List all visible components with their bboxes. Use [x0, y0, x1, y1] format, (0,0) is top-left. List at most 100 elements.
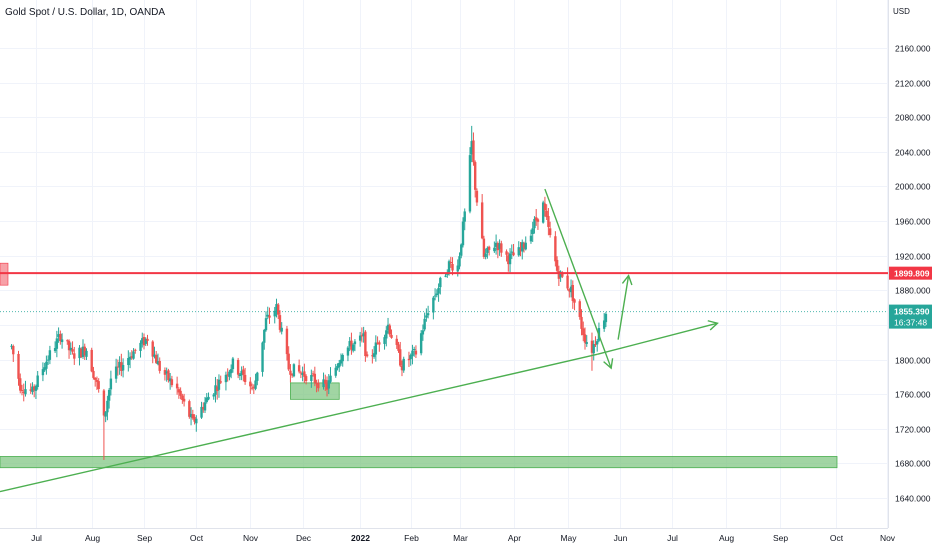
candle-body	[289, 370, 292, 375]
candle-body	[104, 412, 107, 417]
candle-body	[411, 350, 414, 356]
candle-body	[385, 330, 388, 339]
candle-body	[311, 373, 315, 375]
candle-body	[12, 346, 15, 355]
candle-body	[120, 362, 123, 371]
candle-body	[458, 256, 461, 267]
candle-body	[32, 386, 36, 391]
candle-body	[315, 383, 318, 385]
candle-body	[590, 340, 594, 353]
candle-body	[34, 386, 38, 391]
candle-body	[505, 251, 508, 255]
candle-body	[480, 202, 484, 239]
candle-body	[402, 358, 405, 371]
candle-body	[496, 243, 500, 251]
candle-body	[41, 369, 45, 376]
time-tick-label: Sep	[773, 533, 788, 543]
candle-body	[81, 346, 85, 357]
candle-body	[365, 354, 369, 357]
time-tick-label: Sep	[137, 533, 152, 543]
candle-body	[163, 370, 167, 375]
candle-body	[449, 261, 452, 264]
candle-body	[376, 342, 379, 344]
candle-body	[468, 155, 472, 212]
candle-body	[285, 328, 289, 355]
candle-body	[90, 349, 93, 372]
candle-body	[78, 347, 81, 359]
candle-body	[200, 406, 203, 418]
candle-body	[252, 386, 256, 388]
candle-body	[299, 372, 303, 374]
candle-body	[374, 342, 378, 355]
candle-body	[463, 211, 466, 222]
rising-trendline	[0, 353, 598, 493]
candle-body	[473, 162, 477, 190]
candle-body	[304, 376, 308, 381]
candle-body	[109, 378, 113, 390]
candle-body	[510, 251, 513, 253]
candle-body	[397, 344, 400, 351]
candle-body	[358, 335, 362, 341]
candle-body	[446, 273, 449, 275]
candle-body	[493, 247, 496, 252]
price-tick-label: 1680.000	[895, 459, 931, 469]
candle-body	[364, 331, 367, 357]
candle-body	[426, 313, 430, 316]
candle-body	[19, 378, 22, 391]
candle-body	[273, 310, 276, 317]
candle-body	[240, 370, 243, 376]
candle-body	[423, 318, 426, 330]
candle-body	[116, 366, 120, 368]
candle-body	[66, 340, 69, 342]
candle-body	[268, 315, 271, 318]
candle-body	[522, 243, 526, 248]
candle-body	[583, 334, 587, 343]
time-tick-label: 2022	[351, 533, 370, 543]
candle-body	[80, 348, 83, 358]
candle-body	[500, 243, 503, 253]
candle-body	[433, 295, 437, 297]
candle-body	[53, 348, 57, 352]
candle-body	[254, 380, 257, 389]
candle-body	[470, 141, 473, 155]
candle-body	[212, 394, 215, 397]
candle-body	[29, 389, 32, 391]
candle-body	[317, 382, 320, 389]
candle-body	[249, 381, 252, 387]
candle-body	[303, 371, 306, 377]
candle-body	[156, 361, 160, 365]
candle-body	[43, 367, 46, 371]
candle-body	[189, 413, 193, 418]
candle-body	[571, 285, 574, 302]
candle-body	[45, 361, 48, 369]
time-tick-label: Jul	[31, 533, 42, 543]
candle-body	[205, 397, 208, 402]
annotation-zones	[0, 262, 838, 469]
candle-body	[548, 228, 552, 236]
candle-body	[168, 378, 172, 382]
price-tick-label: 1880.000	[895, 286, 931, 296]
candle-body	[97, 381, 100, 390]
candle-body	[250, 387, 254, 389]
candle-body	[73, 353, 76, 359]
price-tick-label: 2080.000	[895, 113, 931, 123]
candle-body	[264, 318, 268, 331]
candle-body	[202, 407, 205, 410]
candle-body	[327, 380, 330, 389]
candle-body	[224, 374, 228, 383]
candle-body	[144, 338, 147, 344]
candle-body	[602, 320, 606, 329]
candle-body	[261, 342, 264, 372]
candle-body	[594, 344, 597, 346]
candle-body	[71, 349, 74, 352]
axes: USD	[0, 0, 910, 529]
breakout-arrow-head	[621, 274, 633, 286]
candle-body	[324, 379, 327, 384]
price-tick-label: 1720.000	[895, 425, 931, 435]
price-tick-label: 2120.000	[895, 79, 931, 89]
candle-body	[132, 351, 135, 359]
symbol-title: Gold Spot / U.S. Dollar, 1D, OANDA	[5, 7, 166, 18]
candle-body	[334, 367, 337, 376]
